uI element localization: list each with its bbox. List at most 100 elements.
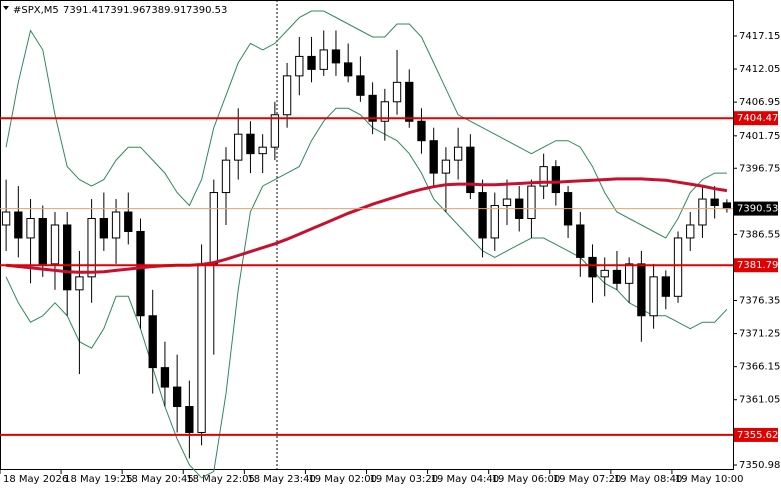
- candle-body: [246, 133, 255, 155]
- candle-body: [551, 166, 561, 194]
- y-tick-label: 7406.95: [739, 97, 780, 108]
- y-tick-label: 7371.25: [739, 329, 780, 340]
- candle-body: [209, 192, 218, 265]
- candle-body: [26, 217, 35, 239]
- x-tick-label: 18 May 2026: [3, 474, 68, 485]
- header-close: 7390.53: [186, 5, 227, 16]
- candle-body: [710, 198, 719, 207]
- y-tick-label: 7376.35: [739, 296, 780, 307]
- candle-body: [197, 263, 206, 433]
- candle-body: [441, 159, 451, 174]
- candle-body: [221, 159, 231, 194]
- header: #SPX,M5 7391.41 7391.96 7389.91 7390.53: [3, 5, 227, 16]
- candle-body: [172, 386, 182, 408]
- candle-body: [722, 202, 732, 210]
- level-label: 7381.79: [737, 260, 778, 271]
- candle-body: [600, 269, 609, 278]
- level-label-box: [734, 258, 778, 273]
- bollinger-band: [5, 107, 728, 479]
- price-label-box: [734, 201, 778, 216]
- x-tick-label: 19 May 10:00: [675, 474, 744, 485]
- candle-body: [124, 211, 133, 232]
- candle-body: [453, 146, 463, 161]
- candle-body: [331, 49, 341, 64]
- y-tick-label: 7412.05: [739, 64, 780, 75]
- x-tick-label: 19 May 03:20: [370, 474, 439, 485]
- candle-body: [429, 140, 438, 174]
- candle-body: [307, 55, 316, 70]
- candle-body: [686, 224, 695, 239]
- candle-body: [588, 256, 597, 278]
- candle-body: [87, 217, 96, 278]
- y-tick-label: 7401.75: [739, 131, 780, 142]
- y-tick-label: 7366.15: [739, 362, 780, 373]
- bollinger-band: [5, 10, 727, 239]
- candle-body: [417, 120, 426, 142]
- x-tick-label: 19 May 06:00: [492, 474, 561, 485]
- candle-body: [576, 224, 585, 258]
- level-label-box: [734, 111, 778, 126]
- y-tick-label: 7350.98: [739, 460, 780, 471]
- header-arrow: [3, 6, 9, 10]
- candle-body: [539, 166, 548, 187]
- candle-body: [319, 49, 328, 70]
- candle-body: [234, 133, 243, 161]
- candle-body: [466, 146, 475, 194]
- header-low: 7389.91: [145, 5, 186, 16]
- candle-body: [136, 230, 145, 317]
- candle-body: [295, 55, 304, 77]
- candle-body: [14, 211, 23, 239]
- candle-body: [160, 367, 170, 388]
- x-tick-label: 19 May 02:00: [308, 474, 377, 485]
- level-label: 7404.47: [737, 113, 778, 124]
- candle-body: [698, 198, 707, 226]
- x-tick-label: 18 May 19:25: [64, 474, 133, 485]
- level-label-box: [734, 427, 778, 442]
- candle-body: [99, 217, 109, 239]
- y-tick-label: 7361.05: [739, 395, 780, 406]
- candle-body: [612, 269, 622, 284]
- candle-body: [75, 276, 84, 291]
- candle-body: [63, 224, 72, 291]
- candle-body: [185, 406, 194, 433]
- y-tick-label: 7417.15: [739, 31, 780, 42]
- x-tick-label: 18 May 20:45: [125, 474, 194, 485]
- plot-frame: [0, 0, 734, 470]
- candle-body: [478, 192, 487, 239]
- header-high: 7391.96: [104, 5, 145, 16]
- candle-body: [368, 94, 377, 122]
- candle-body: [527, 185, 536, 219]
- symbol: #SPX,M5: [13, 5, 59, 16]
- candle-body: [282, 75, 292, 116]
- candle-body: [624, 263, 634, 284]
- x-tick-label: 19 May 04:40: [431, 474, 500, 485]
- candle-body: [270, 114, 280, 148]
- candle-body: [344, 62, 353, 77]
- candle-body: [405, 81, 414, 122]
- candle-body: [490, 205, 499, 239]
- y-tick-label: 7396.75: [739, 163, 780, 174]
- candle-body: [637, 263, 646, 317]
- moving-average: [5, 177, 728, 274]
- price-label: 7390.53: [737, 204, 778, 215]
- header-open: 7391.41: [63, 5, 104, 16]
- candle-body: [38, 217, 47, 265]
- y-tick-label: 7386.55: [739, 229, 780, 240]
- level-label: 7355.62: [737, 430, 778, 441]
- x-tick-label: 18 May 22:05: [186, 474, 255, 485]
- candle-body: [673, 237, 683, 297]
- candle-body: [148, 315, 157, 369]
- candle-body: [258, 146, 267, 155]
- candle-body: [1, 211, 11, 226]
- candle-body: [380, 101, 389, 122]
- candle-body: [392, 81, 402, 103]
- candle-body: [649, 276, 658, 317]
- candle-body: [356, 75, 365, 96]
- candle-body: [111, 211, 121, 239]
- x-tick-label: 19 May 07:20: [553, 474, 622, 485]
- x-tick-label: 19 May 08:40: [614, 474, 683, 485]
- x-tick-label: 18 May 23:40: [247, 474, 316, 485]
- candle-body: [502, 198, 512, 207]
